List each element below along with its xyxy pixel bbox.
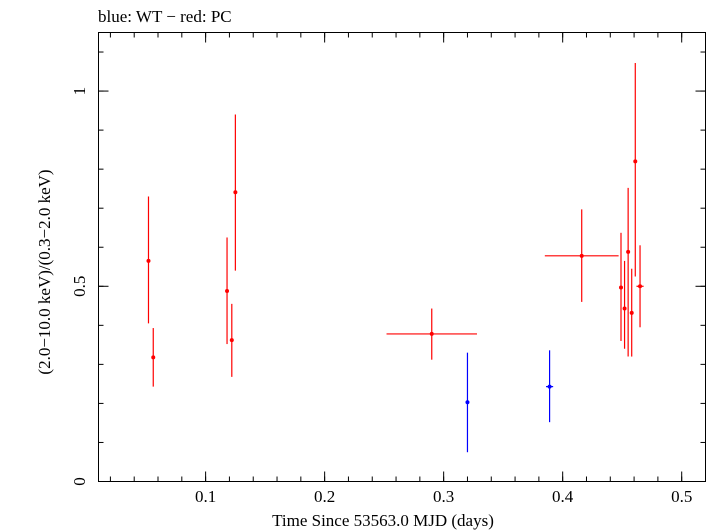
data-point	[626, 187, 631, 357]
point-marker	[638, 284, 643, 289]
data-point	[622, 260, 627, 349]
data-point	[386, 308, 477, 360]
point-marker	[579, 253, 584, 258]
point-marker	[429, 331, 434, 336]
data-point	[225, 237, 230, 345]
data-point	[465, 352, 470, 453]
data-point	[546, 350, 554, 423]
point-marker	[629, 310, 634, 315]
point-marker	[626, 249, 631, 254]
x-axis-label: Time Since 53563.0 MJD (days)	[272, 511, 494, 530]
data-point	[233, 114, 238, 271]
y-tick-label: 0.5	[70, 276, 89, 297]
y-axis-label: (2.0−10.0 keV)/(0.3−2.0 keV)	[35, 169, 54, 374]
series-1	[146, 62, 644, 387]
y-axis: 00.51	[70, 51, 706, 486]
data-point	[146, 196, 151, 324]
point-marker	[465, 400, 470, 405]
point-marker	[146, 258, 151, 263]
data-point	[629, 268, 634, 357]
x-tick-label: 0.2	[314, 487, 335, 506]
x-tick-label: 0.1	[195, 487, 216, 506]
y-tick-label: 1	[70, 87, 89, 96]
x-axis: 0.1 0.2 0.3 0.4 0.5	[109, 32, 706, 506]
point-marker	[618, 285, 623, 290]
x-tick-label: 0.3	[433, 487, 454, 506]
data-point	[544, 209, 619, 302]
data-point	[633, 62, 638, 277]
plot-frame	[98, 32, 706, 482]
data-point	[151, 328, 156, 387]
data-point	[636, 245, 644, 328]
point-marker	[225, 288, 230, 293]
data-point	[229, 303, 234, 377]
point-marker	[547, 384, 552, 389]
x-tick-label: 0.4	[552, 487, 574, 506]
point-marker	[151, 355, 156, 360]
point-marker	[229, 338, 234, 343]
data-points	[146, 62, 644, 453]
series-0	[465, 350, 554, 453]
point-marker	[633, 159, 638, 164]
point-marker	[622, 306, 627, 311]
data-point	[618, 232, 623, 341]
chart-title: blue: WT − red: PC	[98, 7, 232, 26]
y-tick-label: 0	[70, 477, 89, 486]
point-marker	[233, 190, 238, 195]
x-tick-label: 0.5	[671, 487, 692, 506]
